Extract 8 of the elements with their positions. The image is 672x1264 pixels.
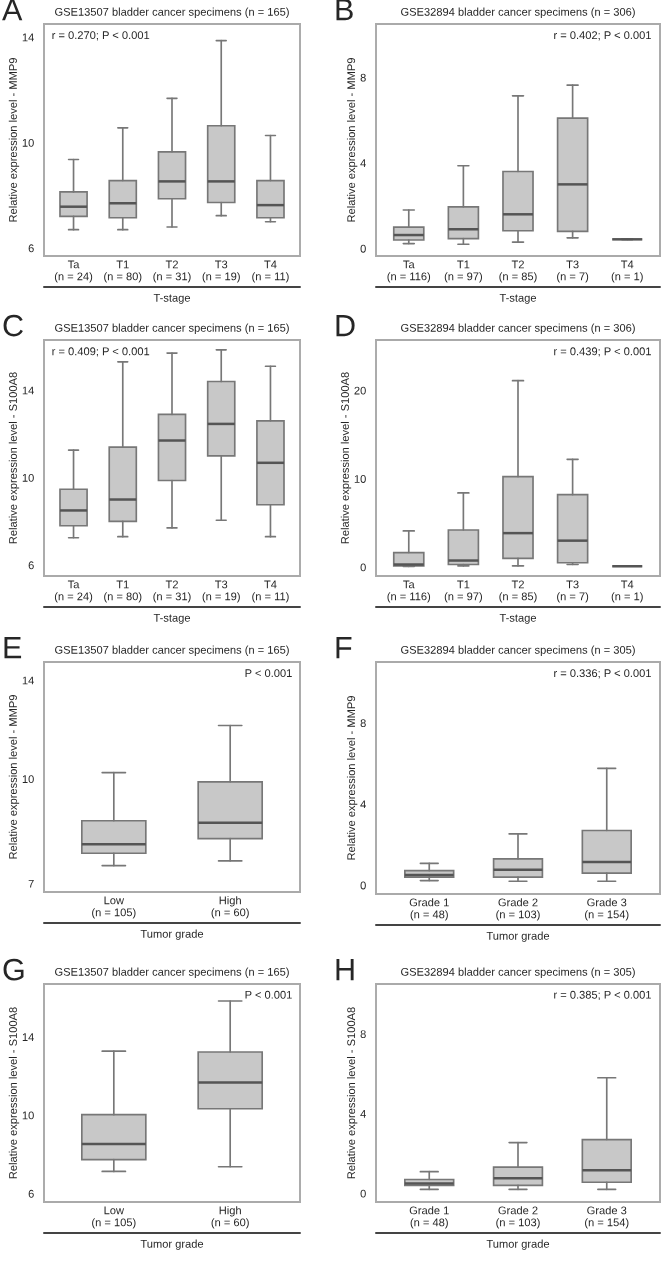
text: B [336,0,353,21]
text: G [3,958,24,981]
text: D [336,315,355,337]
text: C [3,314,23,337]
text: H [336,959,354,981]
text: E [4,637,22,659]
text: A [2,0,23,21]
text: F [336,637,352,659]
